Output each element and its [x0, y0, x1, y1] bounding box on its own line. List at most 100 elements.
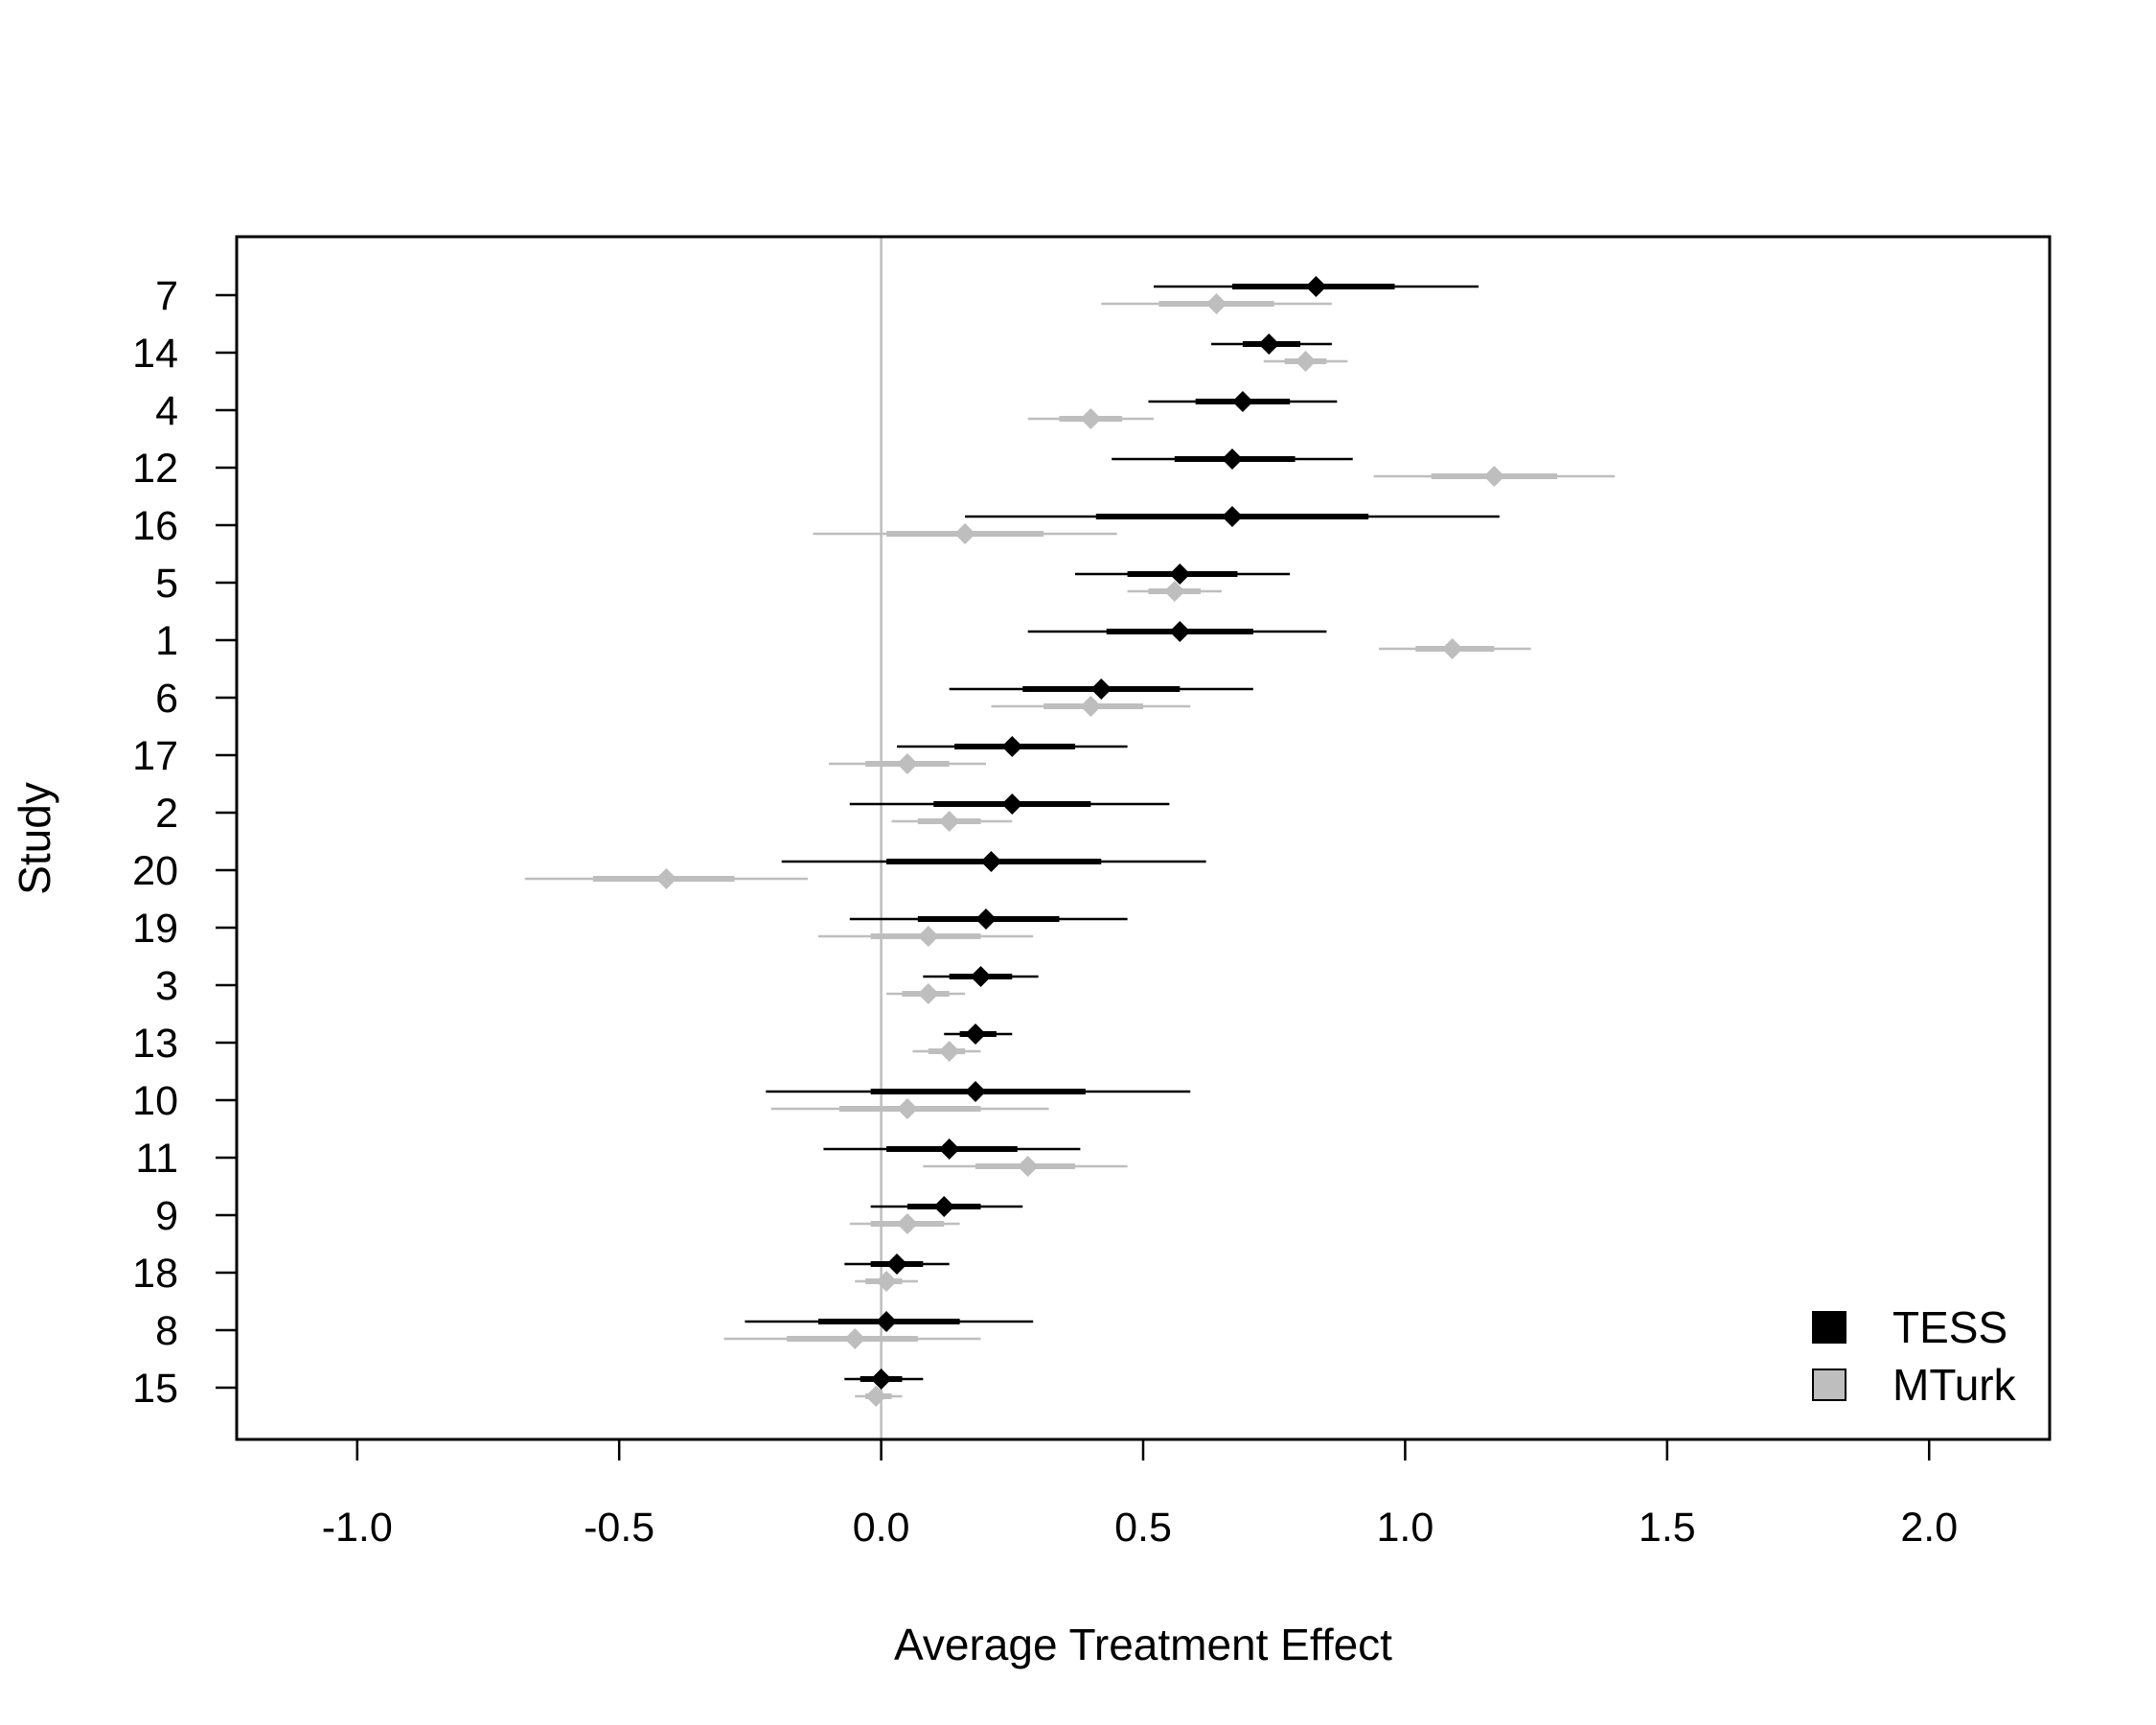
point-estimate	[1163, 581, 1185, 602]
x-tick-label: -1.0	[322, 1505, 393, 1551]
point-estimate	[954, 523, 976, 544]
estimate-mturk-study-20	[524, 868, 809, 889]
y-tick-label: 10	[132, 1078, 178, 1124]
point-estimate	[917, 926, 939, 947]
estimate-mturk-study-5	[1127, 581, 1223, 602]
point-estimate	[896, 1213, 918, 1234]
point-estimate	[1295, 351, 1317, 372]
point-estimate	[1221, 448, 1243, 470]
estimate-mturk-study-8	[723, 1328, 981, 1349]
x-tick-label: 0.0	[853, 1505, 910, 1551]
estimate-tess-study-4	[1148, 391, 1338, 412]
legend-swatch-mturk	[1812, 1368, 1846, 1401]
estimate-tess-study-1	[1027, 621, 1327, 642]
estimate-mturk-study-9	[849, 1213, 960, 1234]
point-estimate	[938, 1041, 960, 1062]
point-estimate	[876, 1311, 898, 1332]
point-estimate	[1001, 794, 1023, 815]
point-estimate	[876, 1271, 898, 1292]
estimate-tess-study-19	[849, 908, 1128, 930]
point-estimate	[1231, 391, 1253, 412]
estimate-mturk-study-10	[770, 1098, 1049, 1119]
estimate-mturk-study-19	[817, 926, 1034, 947]
point-estimate	[655, 868, 677, 889]
estimate-tess-study-17	[896, 736, 1128, 757]
estimate-mturk-study-13	[912, 1041, 981, 1062]
point-estimate	[885, 1254, 907, 1275]
point-estimate	[1090, 678, 1112, 700]
estimate-mturk-study-18	[855, 1271, 918, 1292]
series-mturk	[524, 293, 1616, 1407]
estimate-tess-study-20	[781, 851, 1206, 872]
y-axis-title: Study	[10, 782, 59, 895]
series-tess	[745, 276, 1500, 1390]
y-tick-label: 11	[135, 1136, 178, 1182]
legend-label-tess: TESS	[1892, 1302, 2007, 1352]
estimate-tess-study-12	[1112, 448, 1353, 470]
legend: TESS MTurk	[1812, 1302, 2017, 1410]
point-estimate	[1001, 736, 1023, 757]
estimate-mturk-study-4	[1027, 408, 1154, 429]
estimate-mturk-study-1	[1379, 638, 1531, 659]
y-tick-label: 4	[155, 388, 178, 434]
estimate-mturk-study-3	[886, 983, 966, 1004]
estimate-tess-study-8	[745, 1311, 1034, 1332]
point-estimate	[1169, 564, 1191, 585]
estimate-mturk-study-16	[813, 523, 1117, 544]
y-tick-label: 5	[155, 561, 178, 607]
estimate-mturk-study-7	[1101, 293, 1332, 314]
estimate-mturk-study-15	[855, 1386, 903, 1407]
estimate-mturk-study-17	[828, 753, 986, 774]
estimate-tess-study-11	[823, 1138, 1081, 1160]
y-tick-label: 16	[132, 503, 178, 549]
estimate-tess-study-18	[844, 1254, 950, 1275]
estimate-mturk-study-2	[891, 811, 1013, 832]
point-estimate	[965, 1024, 987, 1045]
point-estimate	[1080, 408, 1102, 429]
estimate-tess-study-6	[949, 678, 1253, 700]
x-axis: -1.0 -0.5 0.0 0.5 1.0 1.5 2.0	[322, 1438, 1958, 1551]
point-estimate	[1080, 696, 1102, 717]
point-estimate	[896, 753, 918, 774]
point-estimate	[865, 1386, 887, 1407]
y-tick-label: 1	[155, 618, 178, 664]
y-tick-label: 8	[155, 1308, 178, 1354]
y-tick-label: 15	[132, 1366, 178, 1412]
x-tick-label: -0.5	[584, 1505, 654, 1551]
point-estimate	[933, 1196, 955, 1217]
estimate-tess-study-14	[1211, 334, 1332, 355]
y-tick-label: 6	[155, 676, 178, 722]
legend-swatch-tess	[1812, 1311, 1846, 1344]
point-estimate	[1483, 466, 1505, 487]
estimate-mturk-study-6	[991, 696, 1191, 717]
point-estimate	[1305, 276, 1327, 297]
estimate-tess-study-13	[944, 1024, 1013, 1045]
y-tick-label: 19	[132, 906, 178, 952]
x-tick-label: 1.0	[1377, 1505, 1434, 1551]
y-tick-label: 14	[132, 331, 178, 377]
point-estimate	[1017, 1156, 1039, 1177]
point-estimate	[975, 908, 997, 930]
point-estimate	[896, 1098, 918, 1119]
point-estimate	[970, 966, 992, 987]
point-estimate	[1205, 293, 1227, 314]
point-estimate	[870, 1368, 892, 1390]
estimate-tess-study-7	[1153, 276, 1479, 297]
point-estimate	[1258, 334, 1280, 355]
estimate-mturk-study-14	[1263, 351, 1348, 372]
estimate-tess-study-9	[870, 1196, 1023, 1217]
x-tick-label: 2.0	[1900, 1505, 1958, 1551]
estimate-mturk-study-11	[923, 1156, 1128, 1177]
point-estimate	[844, 1328, 866, 1349]
estimate-mturk-study-12	[1373, 466, 1616, 487]
point-estimate	[938, 811, 960, 832]
x-tick-label: 0.5	[1114, 1505, 1172, 1551]
estimate-tess-study-15	[844, 1368, 924, 1390]
point-estimate	[1169, 621, 1191, 642]
y-tick-label: 17	[132, 733, 178, 779]
point-estimate	[917, 983, 939, 1004]
estimate-tess-study-2	[849, 794, 1170, 815]
y-tick-label: 12	[132, 446, 178, 492]
